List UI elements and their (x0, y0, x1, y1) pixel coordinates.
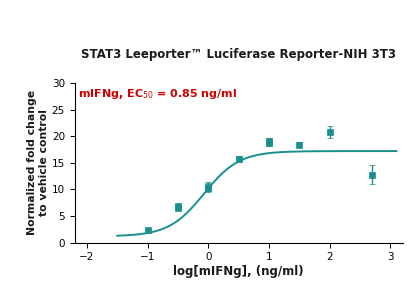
Text: mIFNg, EC$_{50}$ = 0.85 ng/ml: mIFNg, EC$_{50}$ = 0.85 ng/ml (78, 87, 237, 101)
Title: STAT3 Leeporter™ Luciferase Reporter-NIH 3T3: STAT3 Leeporter™ Luciferase Reporter-NIH… (81, 48, 396, 61)
Y-axis label: Normalized fold change
to vehicle control: Normalized fold change to vehicle contro… (27, 90, 49, 235)
X-axis label: log[mIFNg], (ng/ml): log[mIFNg], (ng/ml) (173, 265, 304, 278)
